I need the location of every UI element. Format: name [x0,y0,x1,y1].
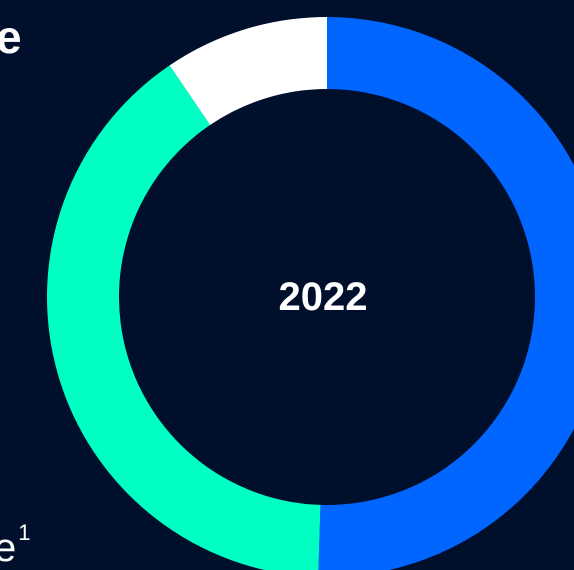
donut-slice-1 [318,17,574,570]
donut-slice-2 [47,65,321,570]
clipped-footnote-text: e1 [0,522,31,570]
footnote-marker: 1 [18,520,31,545]
clipped-footnote-char: e [0,526,17,570]
clipped-heading-text: e [0,11,22,63]
donut-slices [47,17,574,570]
donut-slice-3 [169,17,327,125]
center-year-label: 2022 [279,275,368,319]
